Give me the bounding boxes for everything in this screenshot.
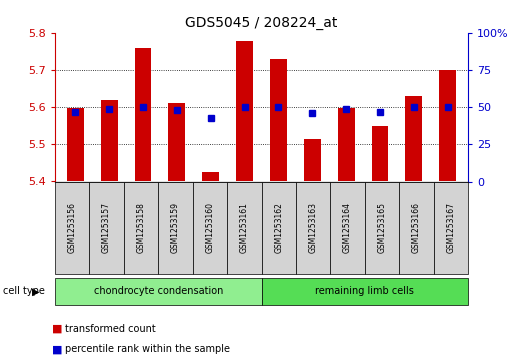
Text: GSM1253163: GSM1253163 xyxy=(309,202,317,253)
Bar xyxy=(67,108,84,182)
Bar xyxy=(270,59,287,182)
Text: GDS5045 / 208224_at: GDS5045 / 208224_at xyxy=(185,16,338,30)
Bar xyxy=(202,172,219,182)
Text: GSM1253158: GSM1253158 xyxy=(137,202,145,253)
Text: ■: ■ xyxy=(52,344,63,354)
Text: GSM1253164: GSM1253164 xyxy=(343,202,352,253)
Text: GSM1253156: GSM1253156 xyxy=(67,202,77,253)
Bar xyxy=(439,70,456,182)
Text: transformed count: transformed count xyxy=(65,323,156,334)
Bar xyxy=(100,99,118,182)
Bar xyxy=(338,108,355,182)
Text: remaining limb cells: remaining limb cells xyxy=(315,286,414,296)
Text: GSM1253166: GSM1253166 xyxy=(412,202,421,253)
Bar xyxy=(405,96,423,182)
Text: GSM1253162: GSM1253162 xyxy=(274,202,283,253)
Text: GSM1253161: GSM1253161 xyxy=(240,202,249,253)
Text: ▶: ▶ xyxy=(32,286,39,296)
Text: GSM1253157: GSM1253157 xyxy=(102,202,111,253)
Text: GSM1253160: GSM1253160 xyxy=(206,202,214,253)
Text: GSM1253167: GSM1253167 xyxy=(446,202,456,253)
Text: chondrocyte condensation: chondrocyte condensation xyxy=(94,286,223,296)
Text: ■: ■ xyxy=(52,323,63,334)
Bar xyxy=(236,41,253,182)
Text: percentile rank within the sample: percentile rank within the sample xyxy=(65,344,230,354)
Text: GSM1253159: GSM1253159 xyxy=(171,202,180,253)
Bar xyxy=(371,126,389,182)
Bar xyxy=(168,103,185,182)
Text: cell type: cell type xyxy=(3,286,44,296)
Bar xyxy=(134,48,152,182)
Bar xyxy=(304,139,321,182)
Text: GSM1253165: GSM1253165 xyxy=(378,202,386,253)
